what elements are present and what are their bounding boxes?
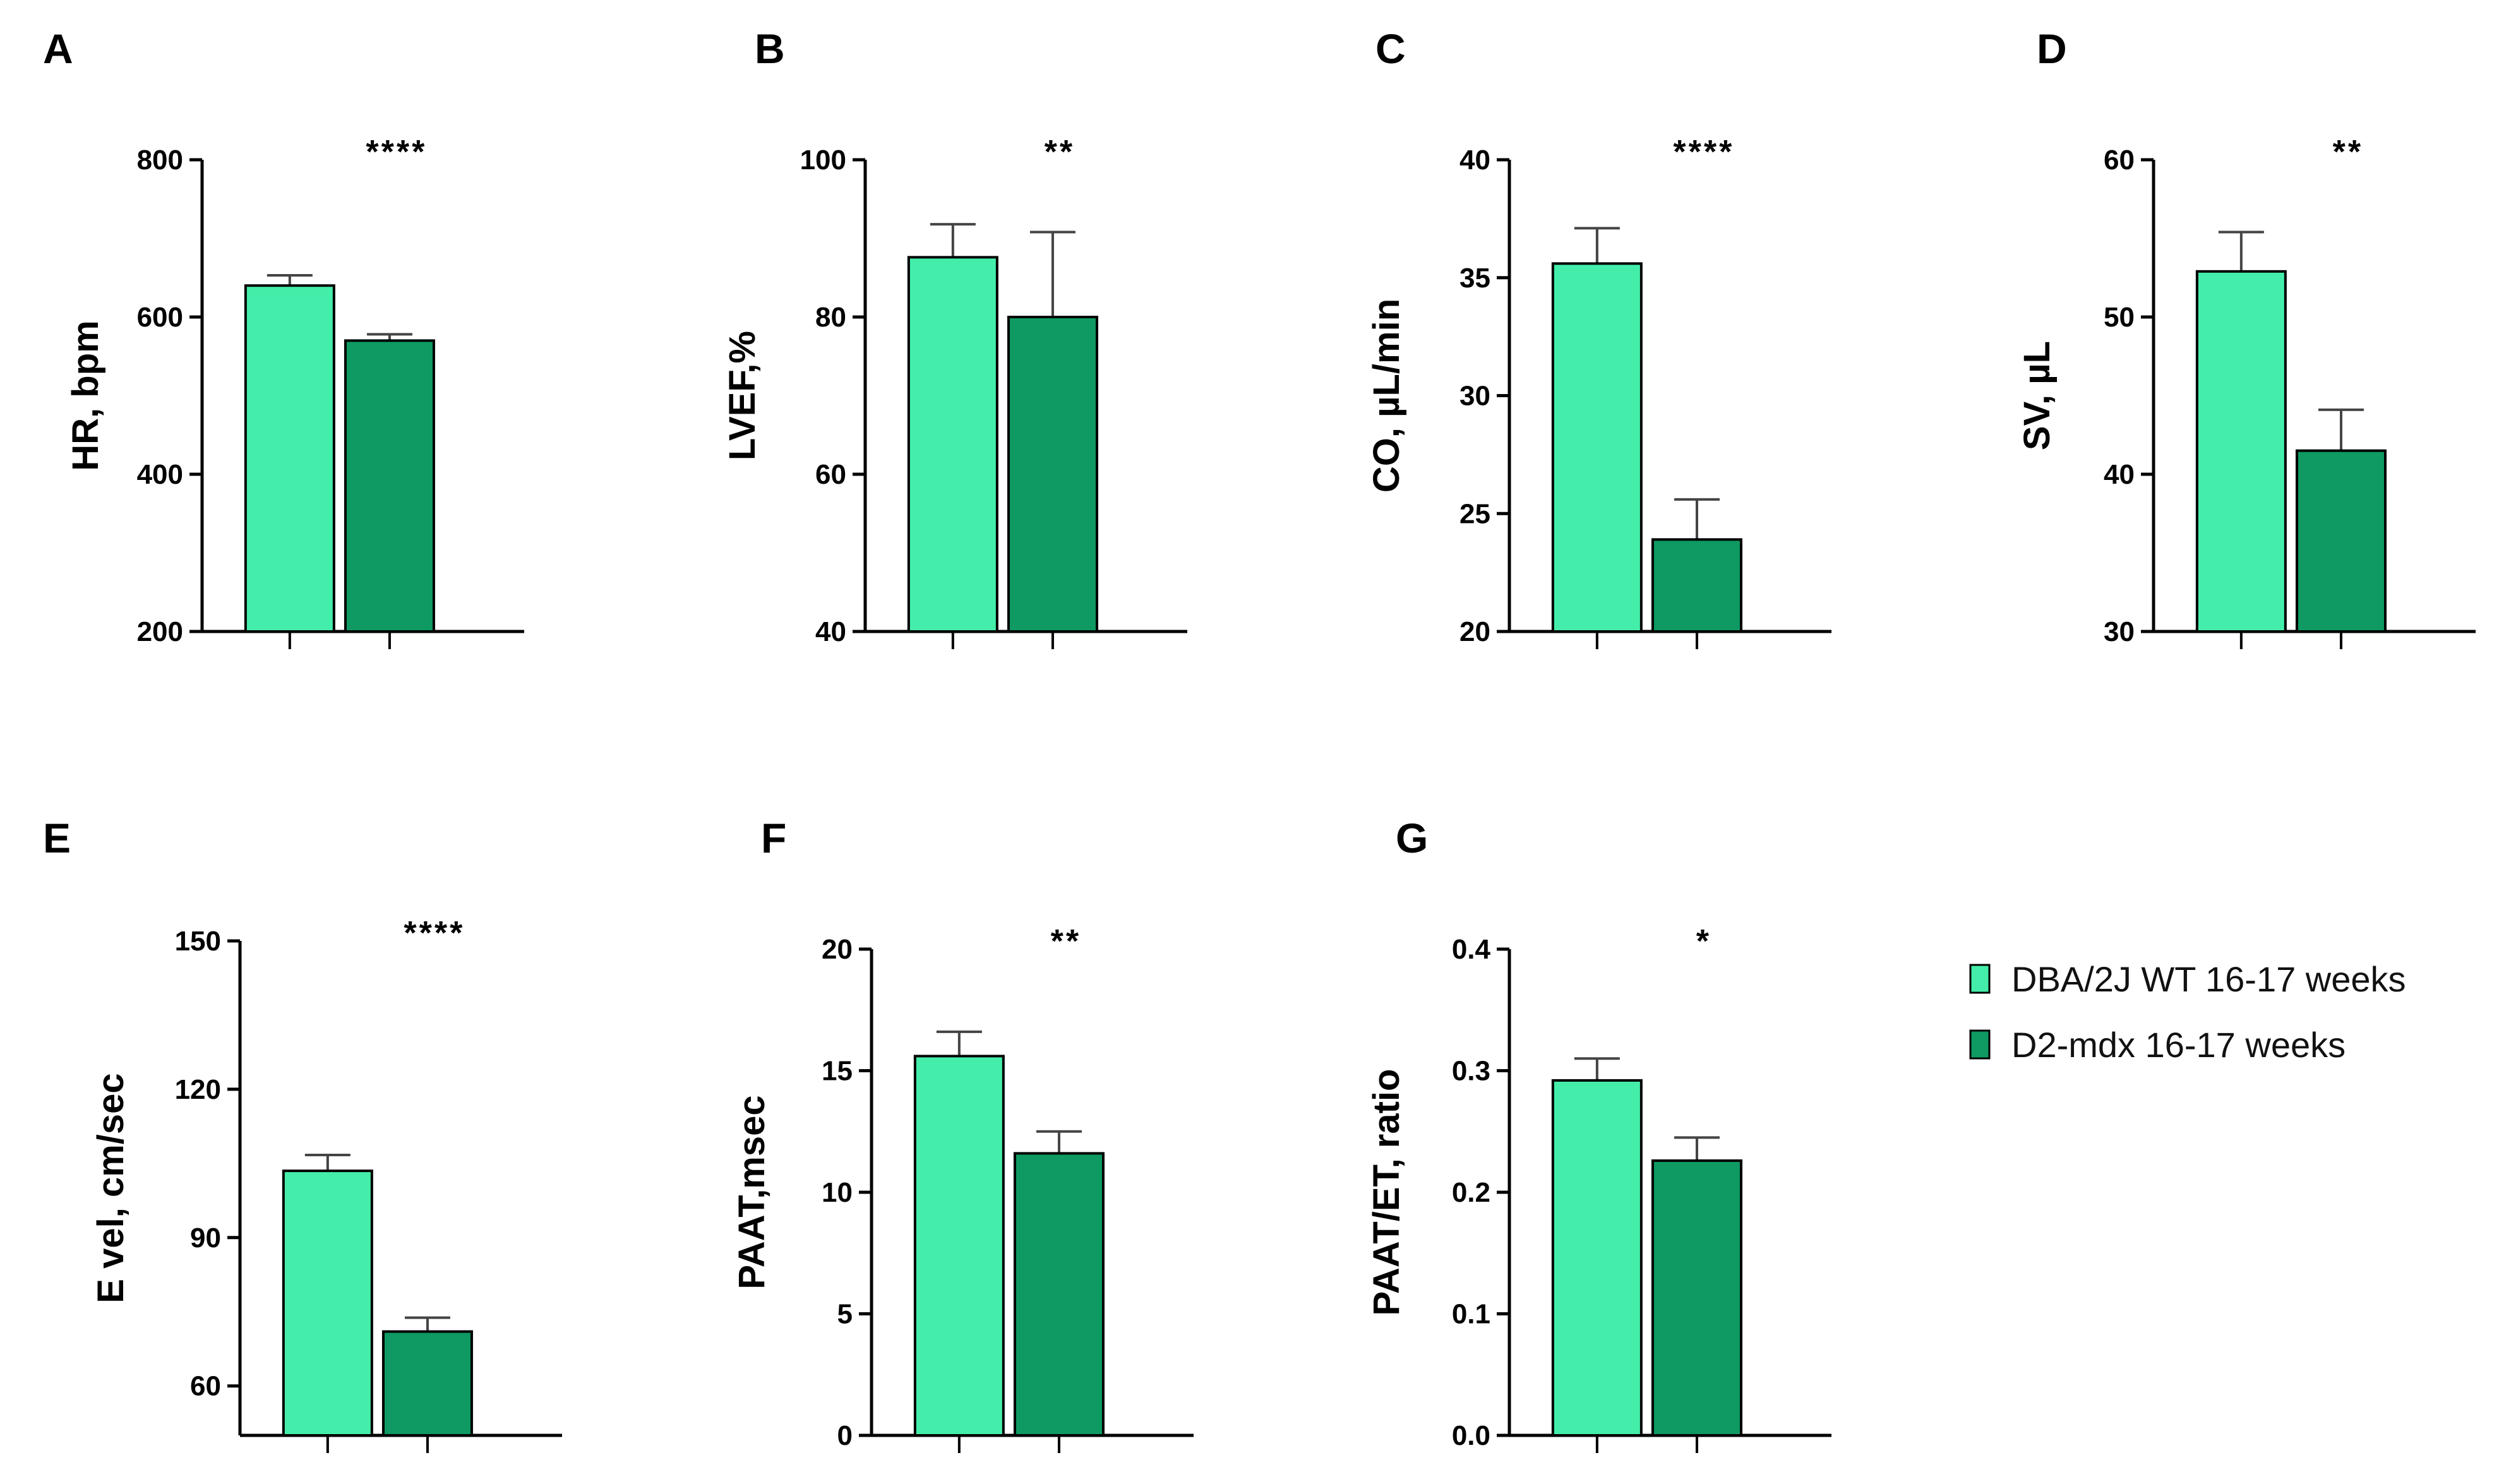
- y-axis-label: CO, µL/min: [1366, 299, 1407, 493]
- y-tick-label: 60: [190, 1371, 221, 1402]
- legend-swatch-wt: [1969, 964, 1991, 994]
- significance-label: **: [1051, 923, 1081, 960]
- significance-label: **: [2333, 134, 2363, 171]
- chart-panel-e: E 60 90 120 150 E vel, cm/sec ****: [43, 815, 562, 1453]
- y-tick-label: 0: [837, 1420, 853, 1451]
- bar-wt: [1551, 262, 1643, 633]
- significance-label: ****: [366, 134, 427, 171]
- legend: DBA/2J WT 16-17 weeks D2-mdx 16-17 weeks: [1969, 959, 2406, 1065]
- panel-letter: F: [761, 815, 786, 861]
- y-tick-label: 0.1: [1452, 1299, 1490, 1330]
- y-tick-label: 15: [822, 1056, 853, 1087]
- chart-panel-c: C 20 25 30 35 40 CO, µL/min ****: [1366, 25, 1831, 649]
- legend-label-mdx: D2-mdx 16-17 weeks: [2011, 1025, 2346, 1065]
- y-axis-label: LVEF,%: [722, 331, 763, 460]
- panel-letter: D: [2037, 25, 2067, 72]
- y-tick-label: 30: [1459, 381, 1490, 412]
- y-tick-label: 5: [837, 1299, 853, 1330]
- chart-panel-g: G 0.0 0.1 0.2 0.3 0.4 PAAT/ET, ratio *: [1366, 815, 1831, 1453]
- significance-label: ****: [1673, 134, 1734, 171]
- chart-panel-d: D 30 40 50 60 SV, µL **: [2017, 25, 2476, 649]
- bar-mdx: [2295, 449, 2387, 633]
- y-tick-label: 40: [1459, 145, 1490, 176]
- significance-label: ****: [404, 915, 465, 952]
- y-tick-label: 0.0: [1452, 1420, 1490, 1451]
- panel-letter: B: [755, 25, 785, 72]
- bar-mdx: [1651, 538, 1742, 633]
- y-tick-label: 50: [2104, 302, 2135, 333]
- panel-letter: G: [1396, 815, 1428, 861]
- y-tick-label: 60: [2104, 145, 2135, 176]
- y-axis-label: PAAT,msec: [731, 1095, 772, 1289]
- y-tick-label: 20: [1459, 616, 1490, 647]
- chart-panel-f: F 0 5 10 15 20 PAAT,msec **: [731, 815, 1194, 1453]
- legend-swatch-mdx: [1969, 1029, 1991, 1060]
- y-tick-label: 10: [822, 1177, 853, 1208]
- y-tick-label: 150: [175, 926, 221, 957]
- significance-label: *: [1696, 923, 1711, 960]
- y-tick-label: 25: [1459, 498, 1490, 529]
- y-tick-label: 400: [137, 459, 183, 490]
- bar-mdx: [1007, 316, 1098, 633]
- y-tick-label: 600: [137, 302, 183, 333]
- y-tick-label: 200: [137, 616, 183, 647]
- panel-letter: E: [43, 815, 71, 861]
- y-tick-label: 0.2: [1452, 1177, 1490, 1208]
- bar-wt: [244, 284, 335, 633]
- y-tick-label: 80: [815, 302, 846, 333]
- y-tick-label: 35: [1459, 263, 1490, 294]
- y-tick-label: 20: [822, 934, 853, 965]
- y-tick-label: 0.4: [1452, 934, 1491, 965]
- y-tick-label: 100: [800, 145, 846, 176]
- y-tick-label: 30: [2104, 616, 2135, 647]
- bar-mdx: [344, 339, 435, 633]
- y-tick-label: 800: [137, 145, 183, 176]
- y-tick-label: 60: [815, 459, 846, 490]
- bar-wt: [1551, 1079, 1643, 1437]
- y-axis-label: E vel, cm/sec: [90, 1073, 131, 1303]
- y-tick-label: 40: [2104, 459, 2135, 490]
- significance-label: **: [1045, 134, 1075, 171]
- panel-letter: C: [1375, 25, 1406, 72]
- bar-wt: [907, 256, 998, 633]
- y-axis-label: SV, µL: [2017, 341, 2058, 450]
- legend-label-wt: DBA/2J WT 16-17 weeks: [2011, 959, 2406, 999]
- y-axis-label: HR, bpm: [65, 320, 106, 470]
- chart-panel-a: A 200 400 600 800 HR, bpm ****: [43, 25, 524, 649]
- y-tick-label: 120: [175, 1074, 221, 1105]
- y-tick-label: 0.3: [1452, 1056, 1490, 1087]
- panel-letter: A: [43, 25, 73, 72]
- bar-mdx: [381, 1330, 473, 1437]
- bar-mdx: [1651, 1159, 1742, 1437]
- bar-wt: [282, 1170, 373, 1437]
- y-tick-label: 90: [190, 1223, 221, 1254]
- y-tick-label: 40: [815, 616, 846, 647]
- chart-panel-b: B 40 60 80 100 LVEF,% **: [722, 25, 1187, 649]
- y-axis-label: PAAT/ET, ratio: [1366, 1069, 1407, 1316]
- bar-wt: [913, 1055, 1005, 1437]
- bar-mdx: [1013, 1152, 1105, 1437]
- bar-wt: [2195, 270, 2287, 633]
